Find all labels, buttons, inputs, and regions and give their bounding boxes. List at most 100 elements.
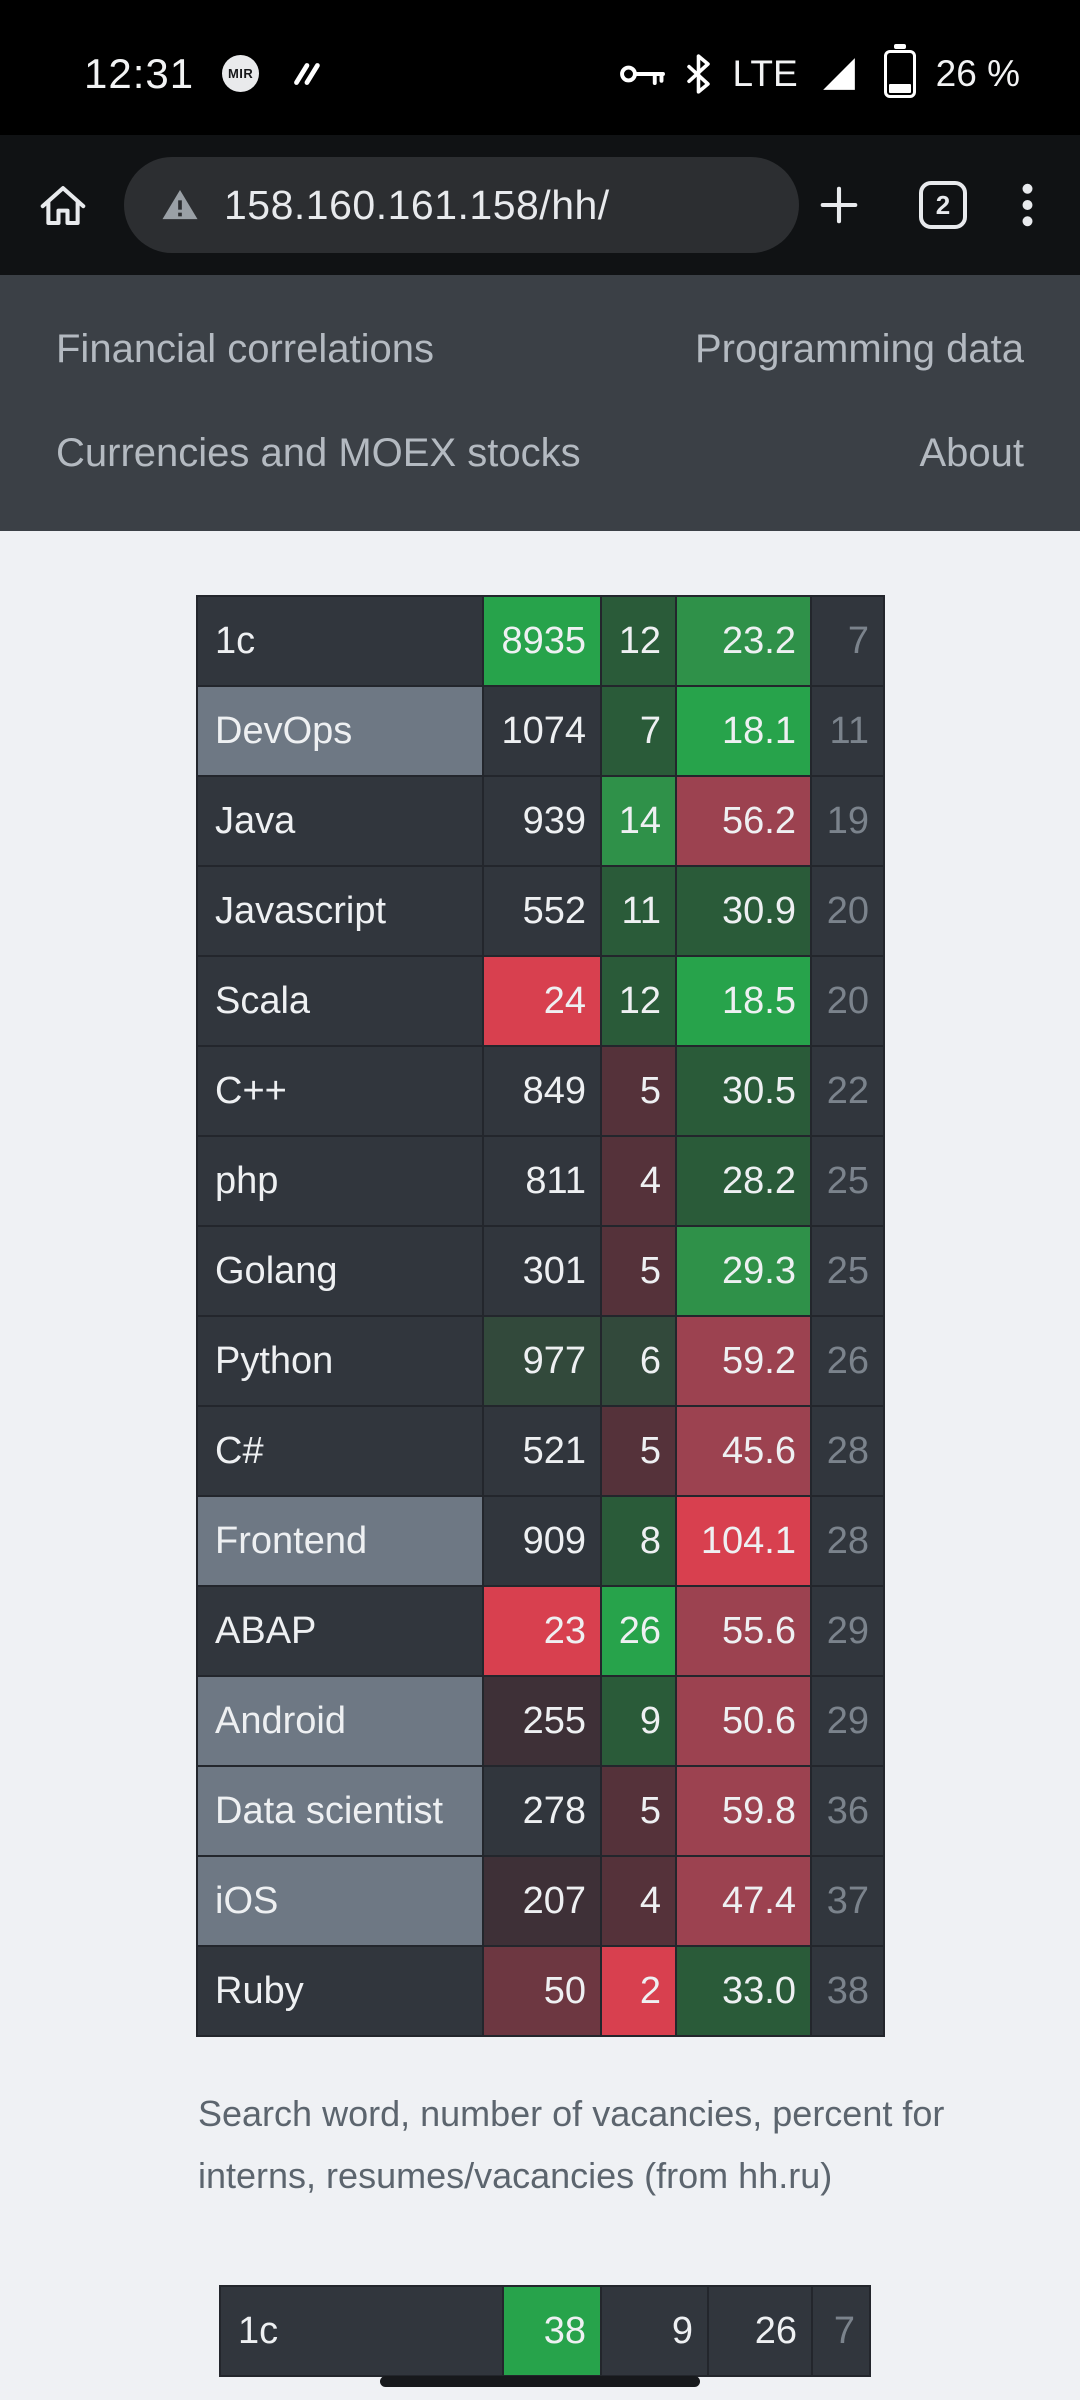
table-row: DevOps 1074 7 18.1 11 [196,685,885,777]
cell-interns: 2 [600,1945,677,2037]
cell-interns: 8 [600,1495,677,1587]
cell-interns: 14 [600,775,677,867]
cell-percent: 33.0 [675,1945,812,2037]
secondary-table-wrap: 1c 38 9 26 7 [219,2285,1080,2377]
cell-vacancies: 38 [502,2285,602,2377]
cell-resumes-vacancies: 29 [810,1675,885,1767]
cell-resumes-vacancies: 7 [810,595,885,687]
cell-search-word: 1c [219,2285,504,2377]
gesture-handle[interactable] [380,2376,700,2387]
cell-percent: 56.2 [675,775,812,867]
nav-link-currencies-moex[interactable]: Currencies and MOEX stocks [56,430,581,475]
cell-vacancies: 909 [482,1495,602,1587]
table-row: 1c 38 9 26 7 [219,2285,871,2377]
cell-search-word: Javascript [196,865,484,957]
cell-vacancies: 301 [482,1225,602,1317]
bluetooth-icon [686,53,710,94]
cell-search-word: Ruby [196,1945,484,2037]
cell-percent: 28.2 [675,1135,812,1227]
address-bar[interactable]: 158.160.161.158/hh/ [124,157,799,253]
secondary-table-body: 1c 38 9 26 7 [219,2285,871,2377]
cell-search-word: Scala [196,955,484,1047]
vacancies-table-wrap: 1c 8935 12 23.2 7 DevOps 1074 7 18.1 11 Java 939 14 5… [196,595,1080,2037]
cell-interns: 9 [600,1675,677,1767]
cell-percent: 23.2 [675,595,812,687]
cell-vacancies: 8935 [482,595,602,687]
cell-vacancies: 939 [482,775,602,867]
network-type-label: LTE [732,52,798,94]
cell-percent: 59.8 [675,1765,812,1857]
cell-resumes-vacancies: 38 [810,1945,885,2037]
nav-link-programming-data[interactable]: Programming data [694,326,1024,371]
cell-search-word: Frontend [196,1495,484,1587]
cell-percent: 30.5 [675,1045,812,1137]
cell-resumes-vacancies: 11 [810,685,885,777]
vacancies-table: 1c 8935 12 23.2 7 DevOps 1074 7 18.1 11 Java 939 14 5… [196,595,885,2037]
site-nav: Financial correlations Programming data … [0,275,1080,531]
cell-search-word: C++ [196,1045,484,1137]
table-row: php 811 4 28.2 25 [196,1135,885,1227]
cell-percent: 29.3 [675,1225,812,1317]
table-row: ABAP 23 26 55.6 29 [196,1585,885,1677]
secondary-table: 1c 38 9 26 7 [219,2285,871,2377]
battery-percent: 26 % [935,52,1020,94]
table-row: Android 255 9 50.6 29 [196,1675,885,1767]
cell-percent: 18.5 [675,955,812,1047]
cell-percent: 18.1 [675,685,812,777]
site-security-warning-icon[interactable] [160,185,200,225]
status-bar-left: 12:31 MIR [84,50,325,98]
url-text: 158.160.161.158/hh/ [224,181,610,228]
cell-resumes-vacancies: 19 [810,775,885,867]
cell-vacancies: 278 [482,1765,602,1857]
table-caption: Search word, number of vacancies, percen… [198,2093,945,2196]
status-time: 12:31 [84,49,195,97]
battery-icon [883,49,916,98]
cell-interns: 7 [600,685,677,777]
cell-search-word: 1c [196,595,484,687]
vacancies-table-body: 1c 8935 12 23.2 7 DevOps 1074 7 18.1 11 Java 939 14 5… [196,595,885,2037]
cell-percent: 45.6 [675,1405,812,1497]
cell-interns: 26 [600,1585,677,1677]
table-row: Scala 24 12 18.5 20 [196,955,885,1047]
cell-percent: 59.2 [675,1315,812,1407]
cell-vacancies: 24 [482,955,602,1047]
table-row: Javascript 552 11 30.9 20 [196,865,885,957]
cell-resumes-vacancies: 36 [810,1765,885,1857]
browser-toolbar: 158.160.161.158/hh/ 2 [0,135,1080,275]
cell-percent: 26 [707,2285,813,2377]
cell-resumes-vacancies: 25 [810,1225,885,1317]
cell-search-word: php [196,1135,484,1227]
cell-resumes-vacancies: 25 [810,1135,885,1227]
signal-strength-icon [822,57,855,90]
cell-search-word: Android [196,1675,484,1767]
cell-interns: 4 [600,1135,677,1227]
cell-vacancies: 207 [482,1855,602,1947]
menu-button[interactable] [1021,179,1034,231]
table-row: Java 939 14 56.2 19 [196,775,885,867]
cell-interns: 5 [600,1405,677,1497]
cell-percent: 104.1 [675,1495,812,1587]
cell-vacancies: 255 [482,1675,602,1767]
cell-interns: 11 [600,865,677,957]
home-button[interactable] [36,178,90,232]
cell-search-word: iOS [196,1855,484,1947]
cell-vacancies: 811 [482,1135,602,1227]
cell-resumes-vacancies: 20 [810,955,885,1047]
table-row: C# 521 5 45.6 28 [196,1405,885,1497]
cell-percent: 50.6 [675,1675,812,1767]
table-row: Frontend 909 8 104.1 28 [196,1495,885,1587]
cell-resumes-vacancies: 28 [810,1495,885,1587]
cell-vacancies: 977 [482,1315,602,1407]
cell-vacancies: 552 [482,865,602,957]
battery-fill [888,83,911,93]
new-tab-button[interactable] [813,179,865,231]
nav-link-financial-correlations[interactable]: Financial correlations [56,326,434,371]
cell-search-word: Data scientist [196,1765,484,1857]
key-icon [619,65,665,85]
cell-interns: 5 [600,1225,677,1317]
nav-link-about[interactable]: About [919,430,1024,475]
tab-switcher-button[interactable]: 2 [919,181,967,229]
status-bar: 12:31 MIR LTE 26 % [0,0,1080,135]
cell-resumes-vacancies: 37 [810,1855,885,1947]
cell-search-word: Golang [196,1225,484,1317]
